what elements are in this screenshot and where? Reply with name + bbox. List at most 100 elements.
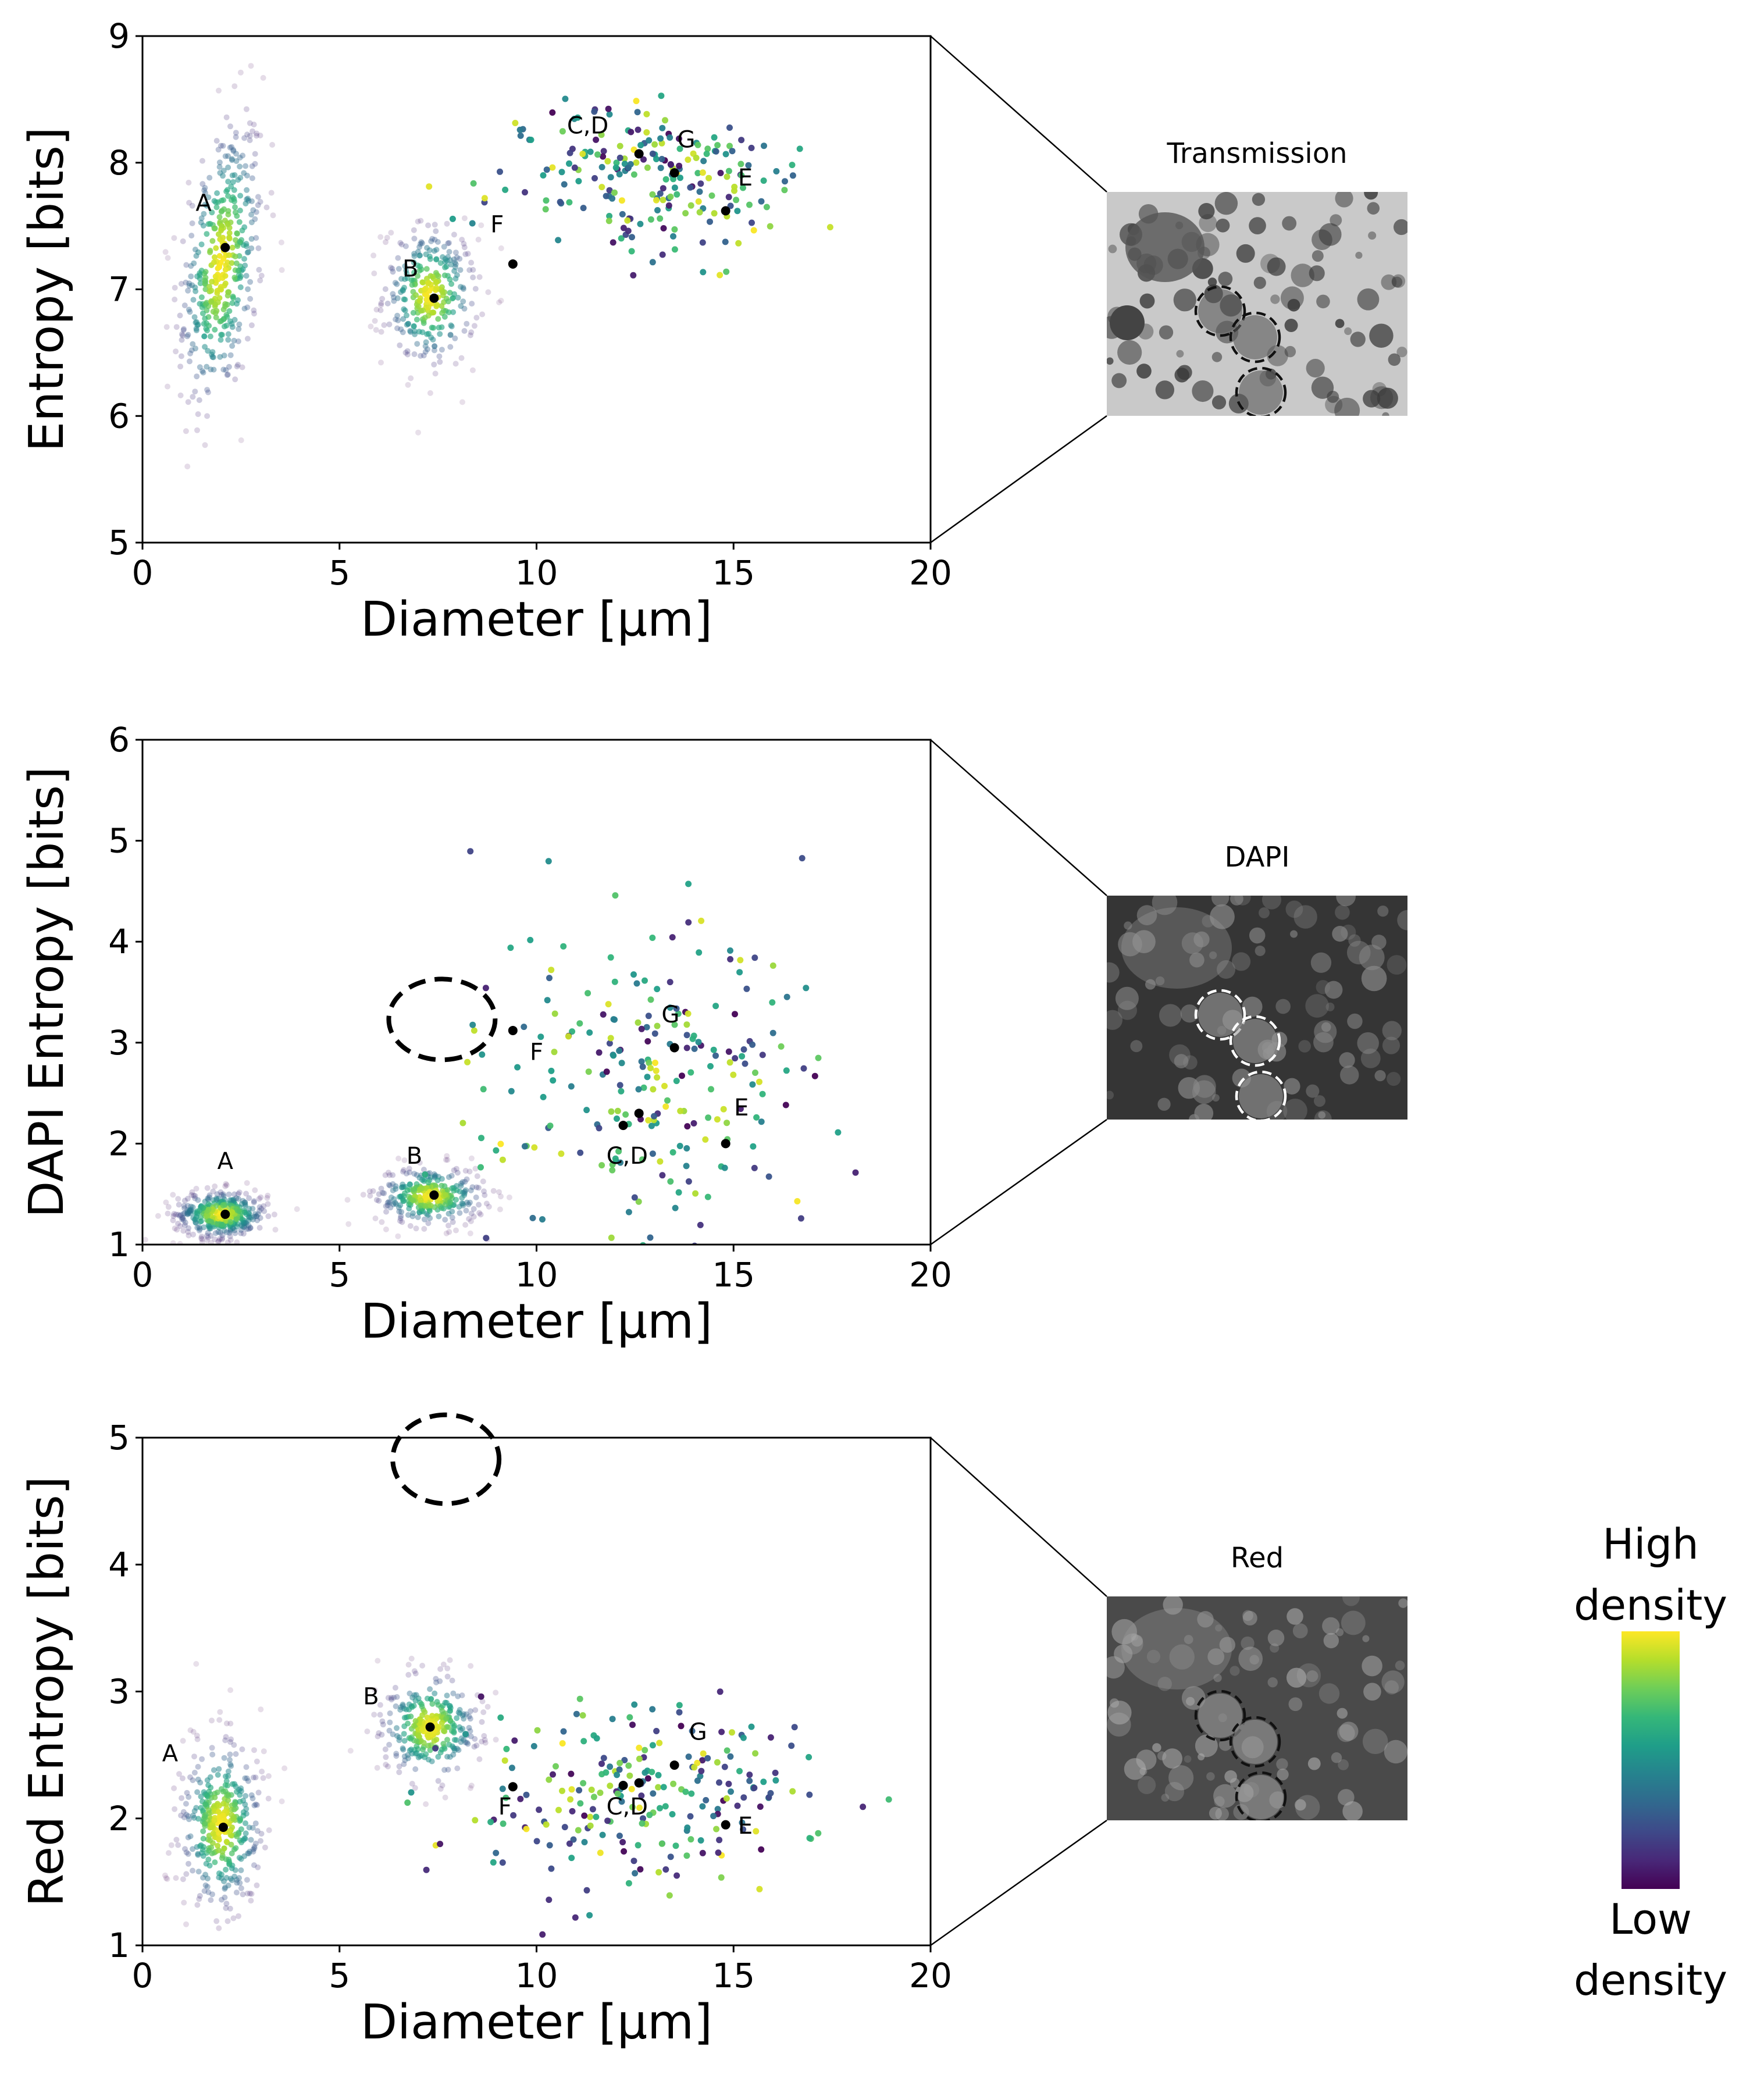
data-point — [566, 1250, 572, 1256]
data-point — [475, 1185, 482, 1191]
data-point — [493, 1849, 500, 1856]
data-point — [207, 249, 213, 255]
cell-blob — [1155, 380, 1175, 400]
data-point — [474, 1173, 480, 1179]
data-point — [230, 147, 237, 153]
data-point — [657, 215, 664, 222]
data-point — [390, 294, 397, 301]
inset-cells — [1107, 896, 1407, 1120]
data-point — [664, 1097, 671, 1104]
data-point — [222, 1884, 229, 1891]
data-point — [445, 1766, 451, 1773]
data-point — [608, 1108, 615, 1115]
data-point — [708, 1086, 714, 1093]
data-point — [213, 1918, 220, 1924]
data-point — [412, 1718, 419, 1724]
data-point — [669, 1149, 676, 1156]
data-point — [202, 185, 208, 191]
data-point — [691, 1045, 698, 1052]
data-point — [223, 1218, 229, 1224]
data-point — [229, 144, 235, 150]
data-point — [473, 315, 480, 321]
data-point — [239, 1746, 245, 1752]
cell-blob — [1342, 1596, 1360, 1606]
y-tick-label: 5 — [108, 821, 130, 861]
data-point — [220, 142, 226, 149]
point-label: C,D — [607, 1143, 648, 1170]
y-tick-label: 5 — [108, 1418, 130, 1457]
highlighted-cell — [1233, 315, 1277, 359]
y-tick-label: 7 — [108, 270, 130, 309]
data-point — [482, 1192, 488, 1198]
cell-blob — [1337, 1708, 1348, 1719]
cell-blob — [1107, 357, 1114, 365]
data-point — [233, 1216, 240, 1222]
data-point — [408, 1713, 414, 1720]
data-point — [256, 1204, 263, 1210]
data-point — [254, 1213, 260, 1220]
data-point — [603, 193, 610, 199]
data-point — [469, 1184, 476, 1190]
data-point — [479, 1719, 485, 1725]
data-point — [228, 1214, 234, 1221]
colorbar-high-label: High — [1602, 1520, 1698, 1569]
data-point — [644, 1775, 651, 1782]
data-point — [181, 326, 187, 332]
data-point — [544, 997, 551, 1004]
data-point — [191, 1815, 197, 1821]
data-point — [190, 1812, 196, 1819]
data-point — [497, 168, 503, 175]
data-point — [655, 1869, 662, 1876]
data-point — [220, 173, 226, 179]
data-point — [199, 1847, 206, 1853]
data-point — [447, 344, 454, 350]
data-point — [225, 1768, 231, 1774]
data-point — [251, 122, 257, 128]
cell-blob — [1107, 1712, 1131, 1737]
data-point — [561, 1824, 568, 1831]
dashed-cell-circle — [1235, 1771, 1287, 1820]
cell-blob — [1214, 192, 1238, 215]
data-point — [236, 1196, 241, 1202]
data-point — [171, 235, 177, 241]
data-point — [640, 156, 647, 163]
data-point — [481, 1188, 487, 1195]
data-point — [250, 128, 256, 134]
data-point — [507, 944, 514, 951]
data-point — [591, 108, 598, 115]
data-point — [441, 1728, 448, 1734]
data-point — [667, 1004, 673, 1011]
cell-blob — [1174, 1054, 1189, 1068]
cell-blob — [1391, 276, 1403, 288]
data-point — [180, 327, 187, 333]
cell-blob — [1359, 944, 1385, 971]
data-point — [185, 331, 191, 338]
cell-blob — [1362, 1635, 1370, 1642]
data-point — [614, 1107, 621, 1114]
data-point — [385, 1170, 391, 1176]
data-point — [202, 1882, 209, 1888]
data-point — [543, 166, 550, 173]
data-point — [450, 1219, 456, 1225]
data-point — [407, 1690, 413, 1696]
data-point — [562, 95, 569, 102]
data-point — [511, 1737, 518, 1744]
cell-blob — [1318, 1683, 1340, 1704]
data-point — [473, 1194, 479, 1200]
data-point — [376, 1197, 382, 1204]
data-point — [703, 151, 710, 157]
data-point — [477, 1211, 484, 1218]
data-point — [249, 198, 255, 204]
data-point — [246, 1850, 252, 1856]
data-point — [725, 1048, 732, 1055]
data-point — [624, 217, 631, 224]
cell-blob — [1249, 217, 1266, 234]
data-point — [244, 196, 250, 202]
data-point — [517, 132, 524, 139]
data-point — [238, 273, 244, 279]
data-point — [183, 1801, 189, 1807]
data-point — [835, 1129, 842, 1136]
data-point — [223, 1905, 229, 1911]
data-point — [189, 202, 195, 209]
data-point — [437, 1666, 444, 1672]
